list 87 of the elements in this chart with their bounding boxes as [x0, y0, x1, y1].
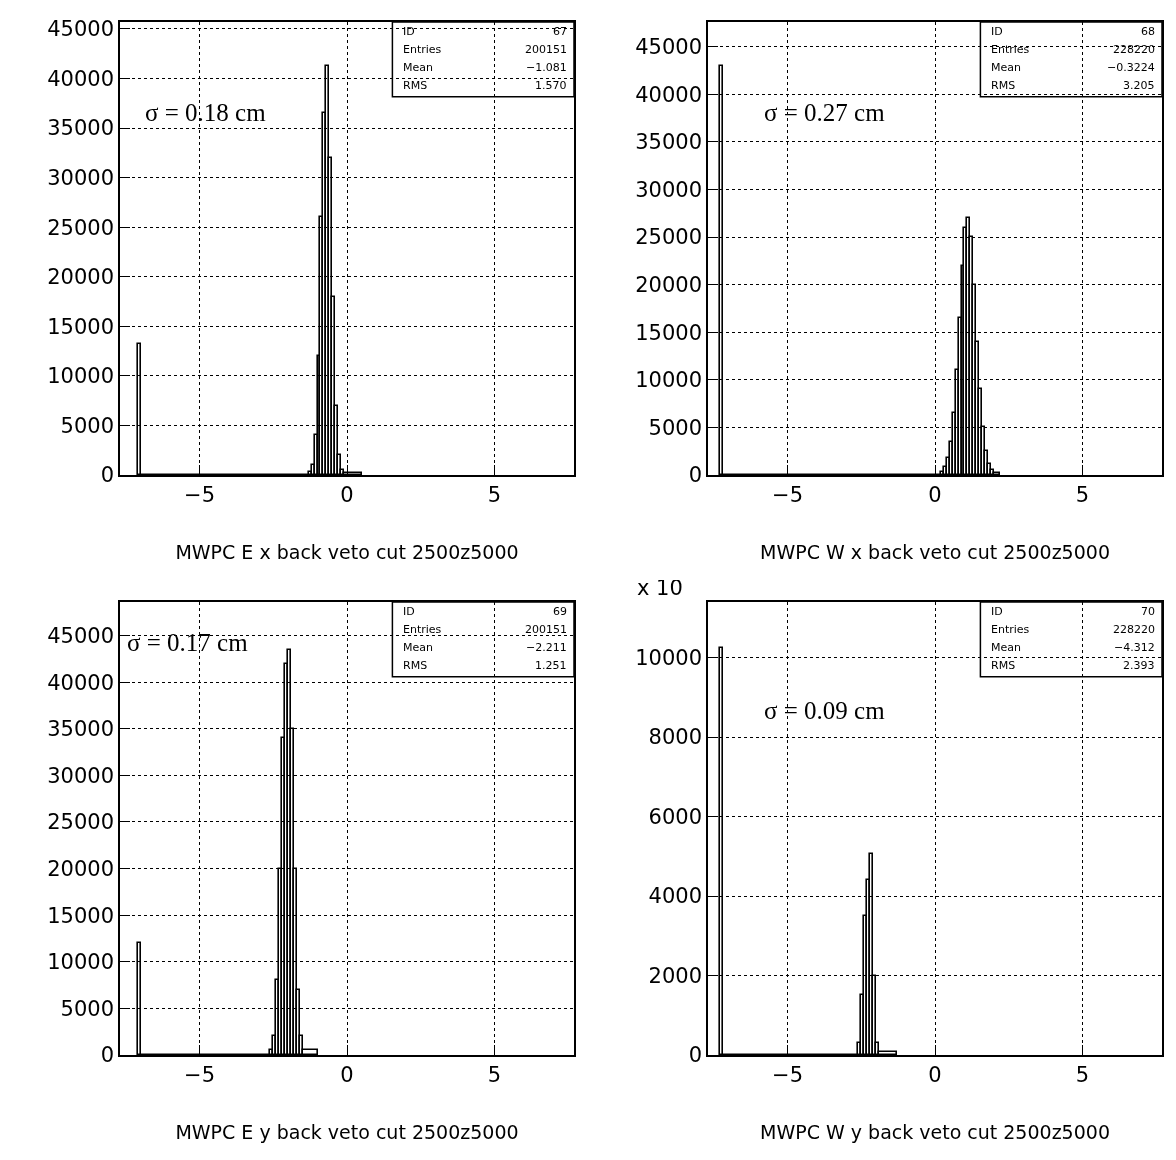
y-tick-label: 30000	[47, 763, 115, 788]
y-tick-label: 35000	[47, 116, 115, 141]
y-axis-title: x 10	[637, 576, 683, 600]
annotation: 200151	[525, 43, 567, 56]
y-tick-label: 40000	[47, 66, 115, 91]
x-tick-label: −5	[772, 1062, 804, 1087]
annotation: −2.211	[526, 641, 567, 654]
y-tick-label: 0	[688, 1043, 703, 1068]
y-tick-label: 15000	[635, 320, 703, 345]
x-tick-label: −5	[772, 482, 804, 507]
annotation: RMS	[403, 79, 428, 92]
y-tick-label: 15000	[47, 314, 115, 339]
annotation: ID	[403, 605, 415, 618]
y-tick-label: 35000	[635, 130, 703, 155]
y-tick-label: 40000	[47, 670, 115, 695]
annotation: 2.393	[1123, 659, 1155, 672]
annotation: Mean	[403, 61, 433, 74]
x-tick-label: 5	[487, 1062, 502, 1087]
y-tick-label: 30000	[635, 177, 703, 202]
y-tick-label: 2000	[648, 963, 703, 988]
x-axis-title: MWPC E x back veto cut 2500z5000	[175, 541, 519, 564]
annotation: 1.570	[535, 79, 567, 92]
y-tick-label: 25000	[47, 810, 115, 835]
annotation: Mean	[991, 641, 1021, 654]
y-tick-label: 5000	[60, 996, 115, 1021]
y-tick-label: 35000	[47, 717, 115, 742]
y-tick-label: 8000	[648, 725, 703, 750]
y-tick-label: 15000	[47, 903, 115, 928]
annotation: Entries	[403, 43, 442, 56]
y-tick-label: 10000	[47, 364, 115, 389]
annotation: Mean	[403, 641, 433, 654]
y-tick-label: 5000	[60, 413, 115, 438]
x-axis-title: MWPC W x back veto cut 2500z5000	[760, 541, 1110, 564]
annotation: σ = 0.17 cm	[127, 629, 249, 656]
x-tick-label: −5	[184, 482, 216, 507]
x-tick-label: 0	[340, 482, 354, 507]
y-tick-label: 40000	[635, 82, 703, 107]
y-tick-label: 25000	[47, 215, 115, 240]
annotation: RMS	[403, 659, 428, 672]
annotation: Mean	[991, 61, 1021, 74]
y-tick-label: 5000	[648, 415, 703, 440]
annotation: 70	[1141, 605, 1155, 618]
y-tick-label: 0	[688, 463, 703, 488]
x-tick-label: 5	[1075, 482, 1090, 507]
y-tick-label: 0	[100, 463, 115, 488]
annotation: 200151	[525, 623, 567, 636]
annotation: Entries	[991, 43, 1030, 56]
x-axis-title: MWPC W y back veto cut 2500z5000	[760, 1121, 1110, 1144]
y-tick-label: 25000	[635, 225, 703, 250]
x-axis-title: MWPC E y back veto cut 2500z5000	[175, 1121, 519, 1144]
annotation: ID	[991, 605, 1003, 618]
y-tick-label: 20000	[47, 265, 115, 290]
y-tick-label: 45000	[47, 17, 115, 42]
annotation: 3.205	[1123, 79, 1155, 92]
annotation: 1.251	[535, 659, 567, 672]
annotation: 228220	[1113, 623, 1155, 636]
y-tick-label: 10000	[47, 950, 115, 975]
annotation: 68	[1141, 25, 1155, 38]
annotation: RMS	[991, 79, 1016, 92]
y-tick-label: 10000	[635, 368, 703, 393]
y-tick-label: 45000	[635, 35, 703, 60]
annotation: σ = 0.09 cm	[764, 697, 886, 724]
annotation: Entries	[403, 623, 442, 636]
x-tick-label: −5	[184, 1062, 216, 1087]
x-tick-label: 0	[340, 1062, 354, 1087]
annotation: σ = 0.27 cm	[764, 99, 886, 126]
annotation: RMS	[991, 659, 1016, 672]
y-tick-label: 20000	[47, 856, 115, 881]
y-tick-label: 6000	[648, 804, 703, 829]
x-tick-label: 0	[928, 482, 942, 507]
y-tick-label: 20000	[635, 273, 703, 298]
annotation: −0.3224	[1107, 61, 1155, 74]
x-tick-label: 5	[487, 482, 502, 507]
annotation: ID	[991, 25, 1003, 38]
y-tick-label: 0	[100, 1043, 115, 1068]
y-tick-label: 30000	[47, 165, 115, 190]
annotation: −4.312	[1114, 641, 1155, 654]
annotation: σ = 0.18 cm	[145, 99, 267, 126]
y-tick-label: 45000	[47, 623, 115, 648]
annotation: −1.081	[526, 61, 567, 74]
x-tick-label: 0	[928, 1062, 942, 1087]
y-tick-label: 4000	[648, 884, 703, 909]
annotation: Entries	[991, 623, 1030, 636]
y-tick-label: 10000	[635, 645, 703, 670]
annotation: ID	[403, 25, 415, 38]
annotation: 69	[553, 605, 567, 618]
x-tick-label: 5	[1075, 1062, 1090, 1087]
